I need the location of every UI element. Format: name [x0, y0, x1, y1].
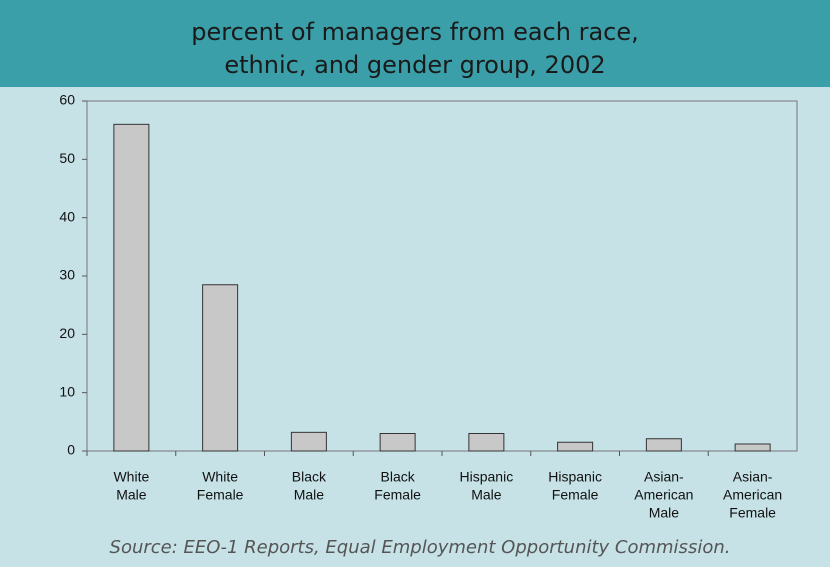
x-tick-label: American — [634, 487, 693, 503]
chart-title: percent of managers from each race, — [191, 18, 638, 46]
x-tick-label: Asian- — [644, 469, 684, 485]
x-tick-label: Female — [729, 505, 776, 521]
bar — [290, 431, 327, 452]
x-tick-label: White — [113, 469, 149, 485]
x-tick-label: Male — [649, 505, 680, 521]
x-tick-label: Asian- — [733, 469, 773, 485]
title-band — [0, 0, 830, 87]
bar — [734, 443, 771, 452]
plot-area — [86, 100, 798, 452]
y-tick-label: 60 — [59, 92, 75, 108]
bar — [557, 441, 594, 452]
x-tick-label: Female — [197, 487, 244, 503]
x-tick-label: Male — [116, 487, 147, 503]
x-tick-label: Male — [294, 487, 325, 503]
x-tick-label: American — [723, 487, 782, 503]
x-tick-label: Black — [381, 469, 416, 485]
x-tick-label: Male — [471, 487, 502, 503]
y-tick-label: 30 — [59, 267, 75, 283]
chart-title: ethnic, and gender group, 2002 — [224, 51, 605, 79]
x-tick-label: Black — [292, 469, 327, 485]
x-tick-label: Female — [374, 487, 421, 503]
y-tick-label: 50 — [59, 150, 75, 166]
bar — [113, 123, 150, 452]
x-tick-label: Hispanic — [460, 469, 514, 485]
y-tick-label: 0 — [67, 442, 75, 458]
source: Source: EEO-1 Reports, Equal Employment … — [110, 537, 731, 558]
bar — [202, 284, 239, 452]
y-tick-label: 40 — [59, 208, 75, 224]
bar — [379, 433, 416, 452]
x-tick-label: Hispanic — [548, 469, 602, 485]
y-tick-label: 20 — [59, 325, 75, 341]
bar — [468, 433, 505, 452]
y-tick-label: 10 — [59, 383, 75, 399]
x-tick-label: White — [202, 469, 238, 485]
x-tick-label: Female — [552, 487, 599, 503]
bar — [645, 438, 682, 452]
